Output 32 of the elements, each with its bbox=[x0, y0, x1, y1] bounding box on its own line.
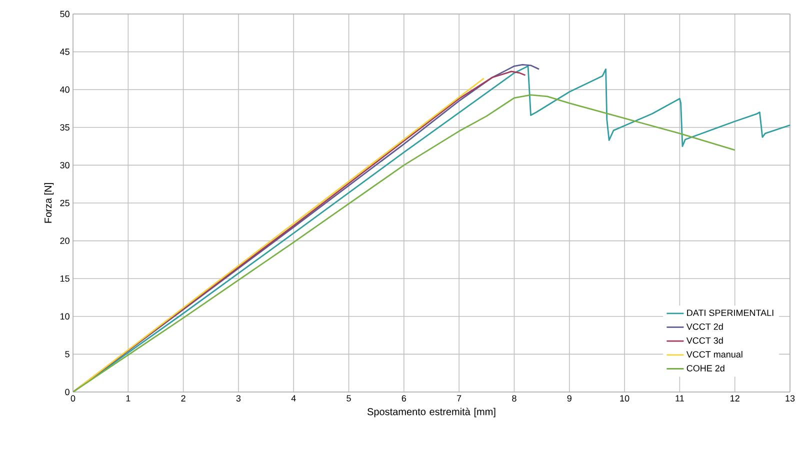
x-tick-label: 8 bbox=[512, 395, 516, 402]
y-tick-label: 10 bbox=[60, 313, 70, 320]
x-axis-title: Spostamento estremità [mm] bbox=[367, 408, 496, 418]
y-tick-label: 15 bbox=[60, 275, 70, 282]
x-tick-label: 1 bbox=[126, 395, 130, 402]
y-axis-title: Forza [N] bbox=[44, 183, 54, 223]
x-tick-label: 2 bbox=[181, 395, 186, 402]
x-tick-label: 9 bbox=[567, 395, 572, 402]
x-tick-label: 7 bbox=[457, 395, 462, 402]
x-tick-label: 13 bbox=[786, 395, 795, 402]
x-tick-label: 4 bbox=[291, 395, 296, 402]
x-tick-label: 3 bbox=[236, 395, 241, 402]
y-tick-label: 45 bbox=[60, 48, 70, 55]
x-tick-label: 11 bbox=[676, 395, 684, 402]
y-tick-label: 25 bbox=[60, 200, 70, 206]
y-tick-label: 20 bbox=[60, 238, 70, 244]
y-tick-label: 30 bbox=[60, 162, 70, 168]
legend-label: VCCT manual bbox=[686, 350, 742, 358]
y-tick-label: 50 bbox=[60, 10, 70, 18]
y-tick-label: 35 bbox=[60, 124, 70, 131]
legend-label: DATI SPERIMENTALI bbox=[687, 310, 774, 316]
x-tick-label: 12 bbox=[730, 395, 740, 402]
legend-label: COHE 2d bbox=[686, 364, 724, 372]
y-tick-label: 40 bbox=[60, 86, 70, 93]
x-tick-label: 5 bbox=[346, 395, 351, 402]
y-tick-label: 0 bbox=[65, 388, 70, 396]
x-tick-label: 10 bbox=[620, 395, 630, 402]
x-tick-label: 0 bbox=[70, 395, 76, 402]
x-tick-label: 6 bbox=[402, 395, 406, 402]
legend-label: VCCT 3d bbox=[686, 337, 723, 344]
legend-label: VCCT 2d bbox=[686, 323, 723, 330]
y-tick-label: 5 bbox=[65, 351, 70, 358]
